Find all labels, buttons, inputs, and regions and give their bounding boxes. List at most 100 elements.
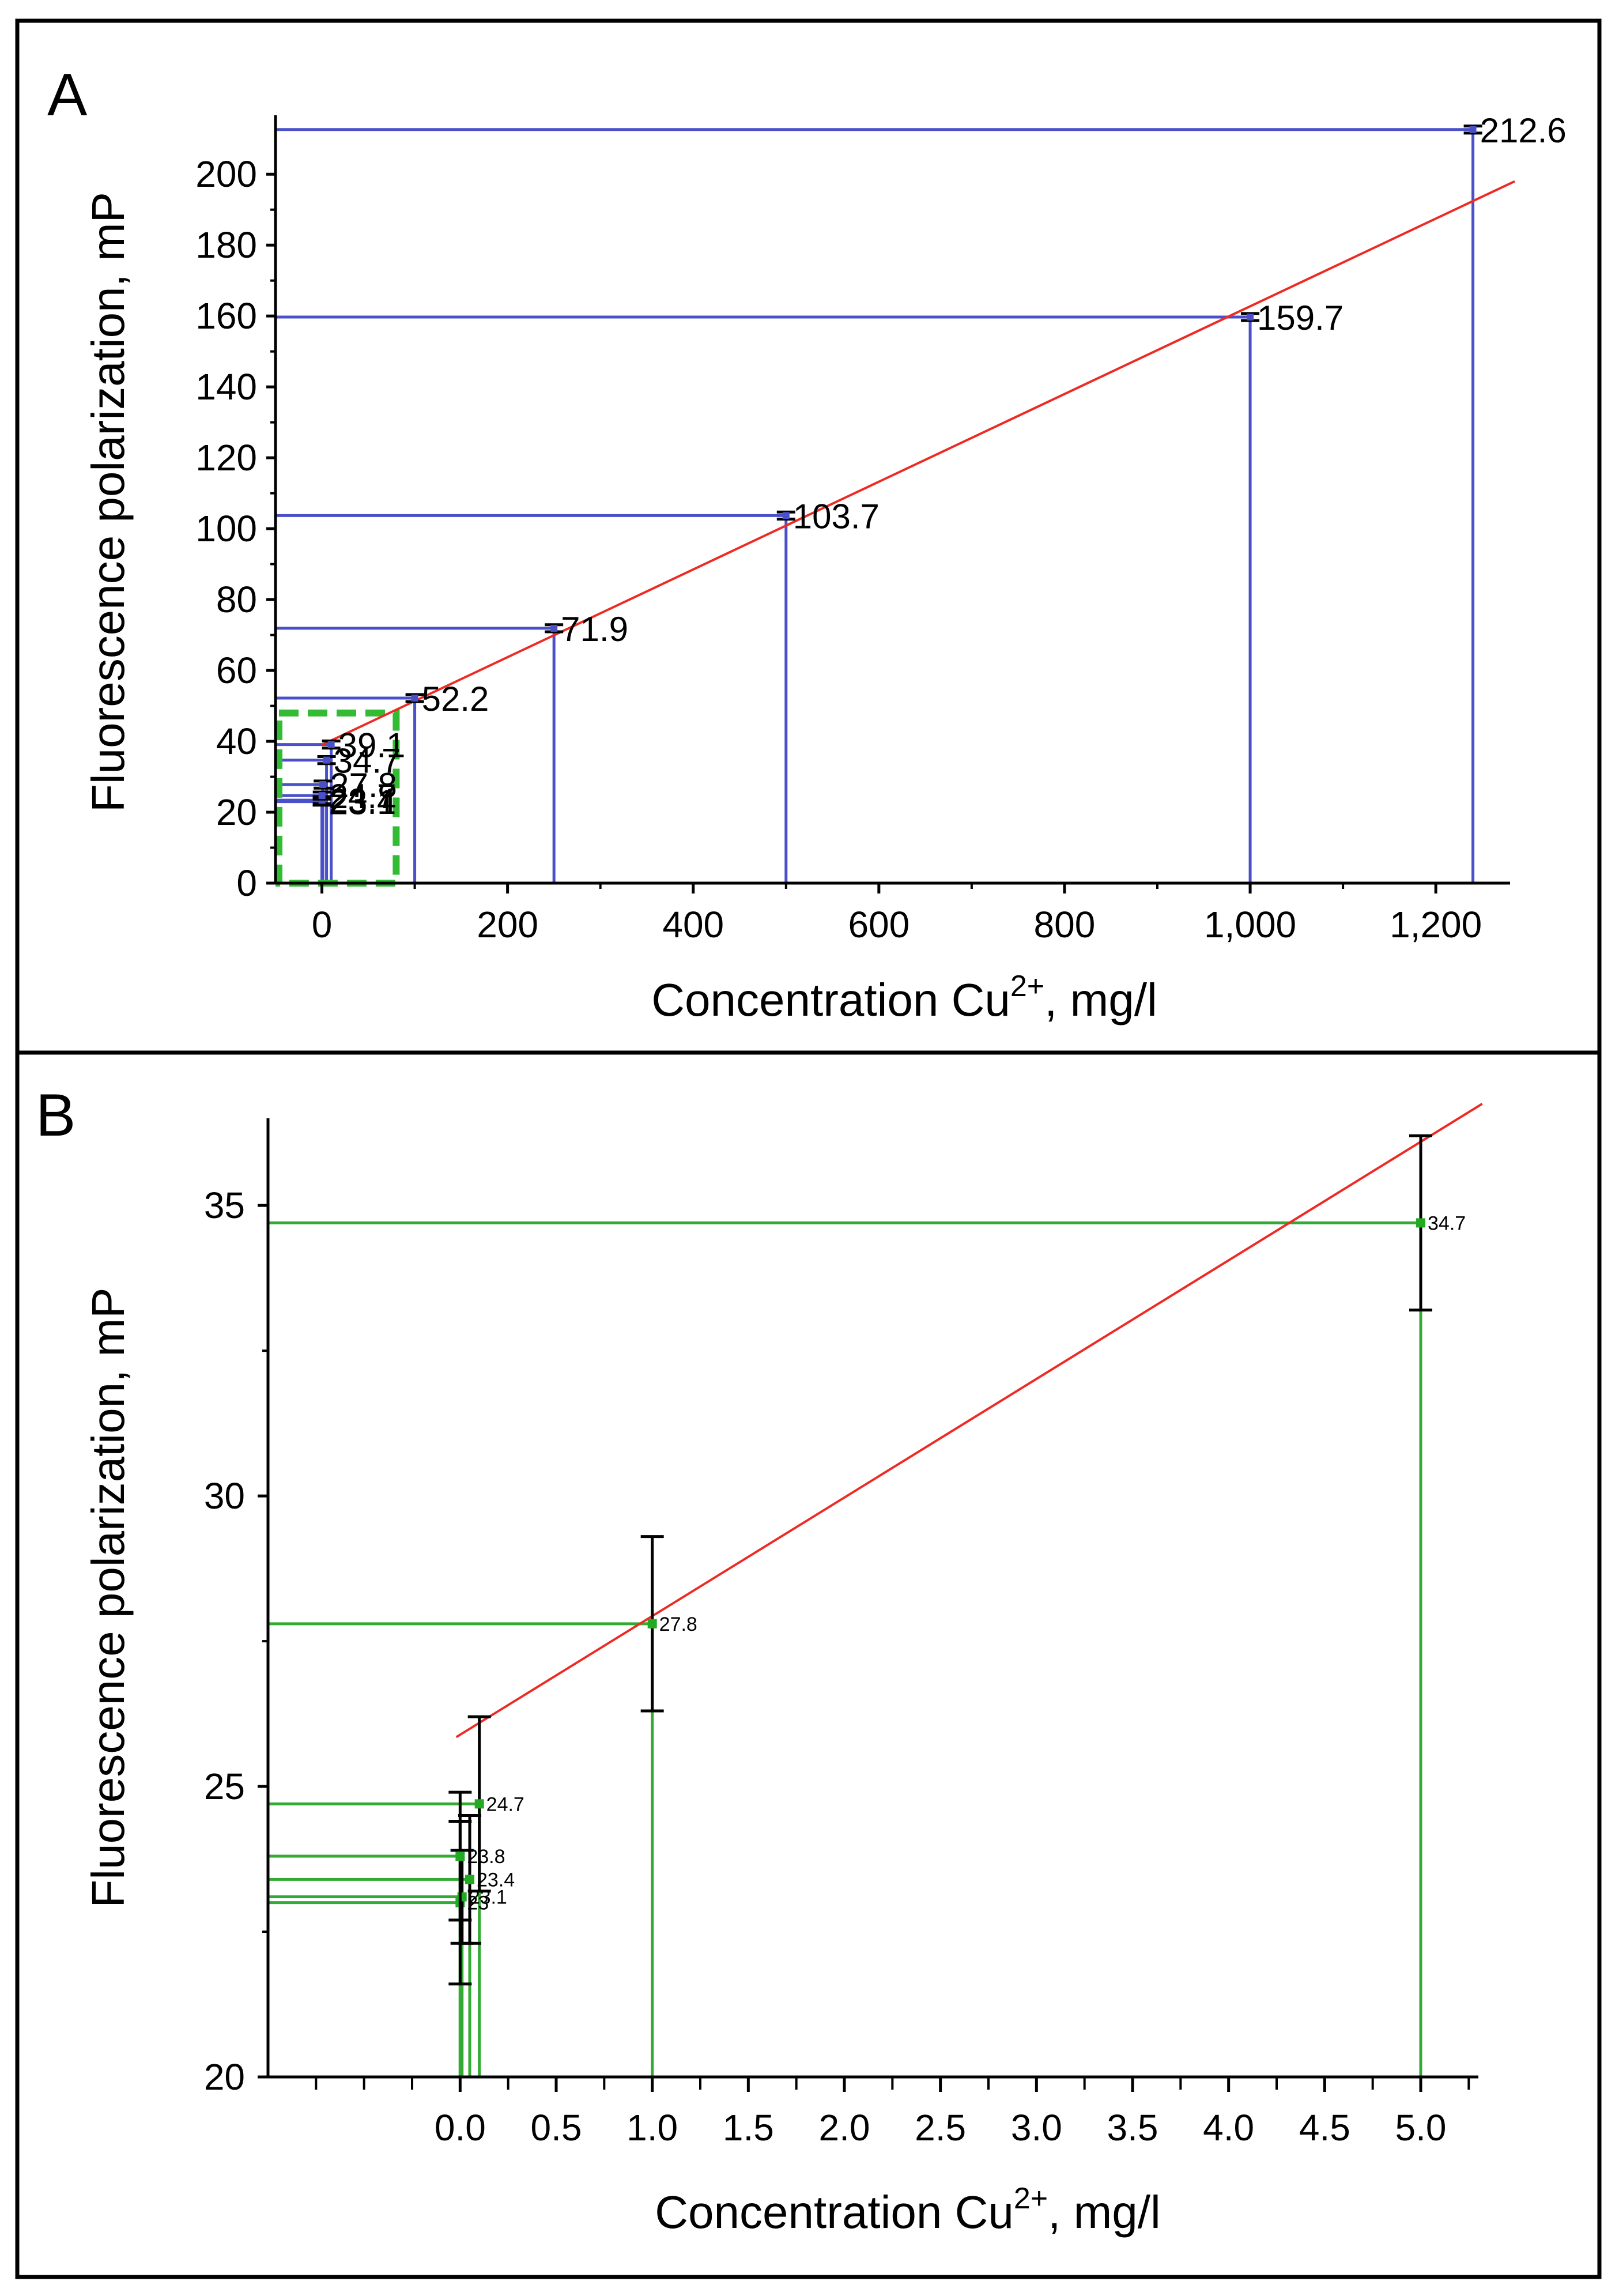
chart-a-x-tick-label: 0 — [312, 904, 333, 945]
chart-b-data-label: 24.7 — [486, 1793, 524, 1815]
panel-b-label: B — [36, 1082, 76, 1149]
chart-a-y-tick-label: 0 — [236, 862, 257, 904]
chart-a-point: 71.9 — [545, 610, 628, 649]
chart-b-x-tick-label: 0.0 — [435, 2107, 486, 2148]
chart-b-marker — [647, 1619, 657, 1628]
chart-b-x-tick-label: 4.0 — [1203, 2107, 1254, 2148]
chart-b-axes: 20 25 30 35 0.0 0.5 1.0 1.5 2.0 2.5 3.0 3.5 4.0 4.5 5.… — [204, 1118, 1478, 2148]
chart-b-x-tick-label: 2.0 — [819, 2107, 870, 2148]
chart-a-x-tick-label: 1,000 — [1204, 904, 1296, 945]
chart-a-y-tick-label: 140 — [195, 366, 257, 408]
chart-a-y-tick-label: 40 — [216, 721, 257, 762]
chart-b-y-tick-label: 20 — [204, 2056, 245, 2098]
chart-b-y-tick-label: 25 — [204, 1766, 245, 1807]
chart-a-y-tick-label: 120 — [195, 437, 257, 478]
panel-b-frame — [15, 1050, 1602, 2279]
chart-a-point: 103.7 — [776, 497, 880, 536]
chart-a-data-label: 23.1 — [329, 783, 397, 821]
chart-b-xlabel-main: Concentration Cu — [655, 2186, 1014, 2238]
chart-a-data-label: 27.8 — [330, 766, 397, 805]
chart-a-data-label: 34.7 — [334, 742, 401, 781]
chart-a-fit-line — [321, 180, 1515, 747]
chart-b-data-label: 34.7 — [1428, 1212, 1466, 1234]
chart-a-y-tick-label: 80 — [216, 579, 257, 620]
chart-b-x-tick-label: 3.5 — [1107, 2107, 1158, 2148]
chart-a-data-label: 212.6 — [1480, 111, 1567, 150]
chart-b-marker — [465, 1875, 474, 1884]
chart-b-y-tick-label: 30 — [204, 1475, 245, 1517]
chart-a-axes: 0 20 40 60 80 100 120 140 160 180 200 0 200 400 600 800… — [195, 115, 1510, 945]
chart-b-x-tick-label: 0.5 — [531, 2107, 582, 2148]
chart-b-x-tick-label: 2.5 — [915, 2107, 966, 2148]
chart-b-data-label: 23.4 — [477, 1869, 515, 1891]
chart-b-xlabel-tail: , mg/l — [1048, 2186, 1161, 2238]
chart-b-xlabel: Concentration Cu2+, mg/l — [655, 2182, 1160, 2238]
chart-b-x-tick-label: 4.5 — [1299, 2107, 1350, 2148]
chart-a-marker — [550, 624, 558, 632]
chart-b-point: 34.7 — [1409, 1134, 1466, 1312]
chart-b-data-label: 27.8 — [659, 1613, 697, 1635]
chart-a-marker — [1469, 126, 1477, 133]
chart-a-data-label: 23 — [329, 783, 368, 822]
chart-a-marker — [411, 695, 418, 702]
chart-b-ylabel: Fluorescence polarization, mP — [82, 1287, 134, 1907]
chart-a-x-tick-label: 600 — [848, 904, 909, 945]
chart-b-x-tick-label: 3.0 — [1011, 2107, 1062, 2148]
chart-b-guides — [268, 1221, 1422, 2077]
chart-a-y-tick-label: 180 — [195, 224, 257, 266]
chart-a-marker — [323, 756, 330, 764]
chart-b-point: 24.7 — [467, 1715, 524, 1892]
chart-a-point: 52.2 — [405, 680, 489, 718]
chart-a-data-label: 39.1 — [338, 726, 406, 765]
chart-a-y-tick-label: 200 — [195, 153, 257, 195]
chart-b-x-tick-label: 5.0 — [1395, 2107, 1447, 2148]
chart-a-point: 39.1 — [322, 726, 406, 765]
chart-b-x-tick-label: 1.5 — [723, 2107, 774, 2148]
chart-a-y-tick-label: 60 — [216, 650, 257, 691]
chart-a-point: 34.7 — [317, 742, 401, 781]
chart-a-xlabel: Concentration Cu2+, mg/l — [651, 970, 1157, 1026]
chart-b-y-tick-label: 35 — [204, 1185, 245, 1226]
chart-a-x-tick-label: 1,200 — [1390, 904, 1482, 945]
chart-b-point: 23.8 — [448, 1790, 505, 1922]
chart-a-data-label: 24.7 — [329, 777, 397, 816]
chart-a-point: 24.7 — [312, 777, 397, 816]
chart-a-data-label: 159.7 — [1257, 299, 1343, 337]
chart-a-marker — [1247, 314, 1254, 321]
chart-a-data-label: 23.4 — [329, 782, 397, 820]
chart-a-point: 27.8 — [314, 766, 397, 805]
chart-a-x-tick-label: 400 — [662, 904, 724, 945]
chart-a-y-tick-label: 160 — [195, 295, 257, 337]
chart-a-ylabel: Fluorescence polarization, mP — [82, 192, 134, 812]
chart-a-marker — [319, 781, 327, 789]
chart-a-x-tick-label: 800 — [1034, 904, 1096, 945]
chart-a-point: 159.7 — [1241, 299, 1343, 337]
chart-a-marker — [327, 741, 335, 748]
chart-b-fit-line — [455, 1103, 1483, 1739]
chart-a-data-label: 52.2 — [422, 680, 489, 718]
panel-a-label: A — [47, 62, 88, 129]
chart-b-marker — [1416, 1218, 1425, 1228]
chart-b-point: 27.8 — [640, 1535, 697, 1713]
chart-a-x-tick-label: 200 — [477, 904, 538, 945]
chart-a-data-label: 103.7 — [793, 497, 880, 536]
chart-a-data-label: 71.9 — [561, 610, 628, 649]
chart-b-marker — [455, 1852, 465, 1861]
chart-a-y-tick-label: 20 — [216, 791, 257, 833]
chart-b-marker — [474, 1799, 484, 1809]
chart-a-xlabel-main: Concentration Cu — [651, 974, 1010, 1026]
chart-a-marker — [318, 792, 326, 800]
chart-a-point: 212.6 — [1463, 111, 1567, 150]
chart-b-data-label: 23.8 — [467, 1846, 505, 1868]
chart-b-point: 23.4 — [458, 1814, 515, 1945]
chart-b-x-tick-label: 1.0 — [627, 2107, 678, 2148]
chart-a-xlabel-sup: 2+ — [1010, 970, 1044, 1003]
chart-a-xlabel-tail: , mg/l — [1044, 974, 1157, 1026]
chart-a-marker — [782, 512, 790, 519]
chart-b-xlabel-sup: 2+ — [1014, 2182, 1048, 2215]
